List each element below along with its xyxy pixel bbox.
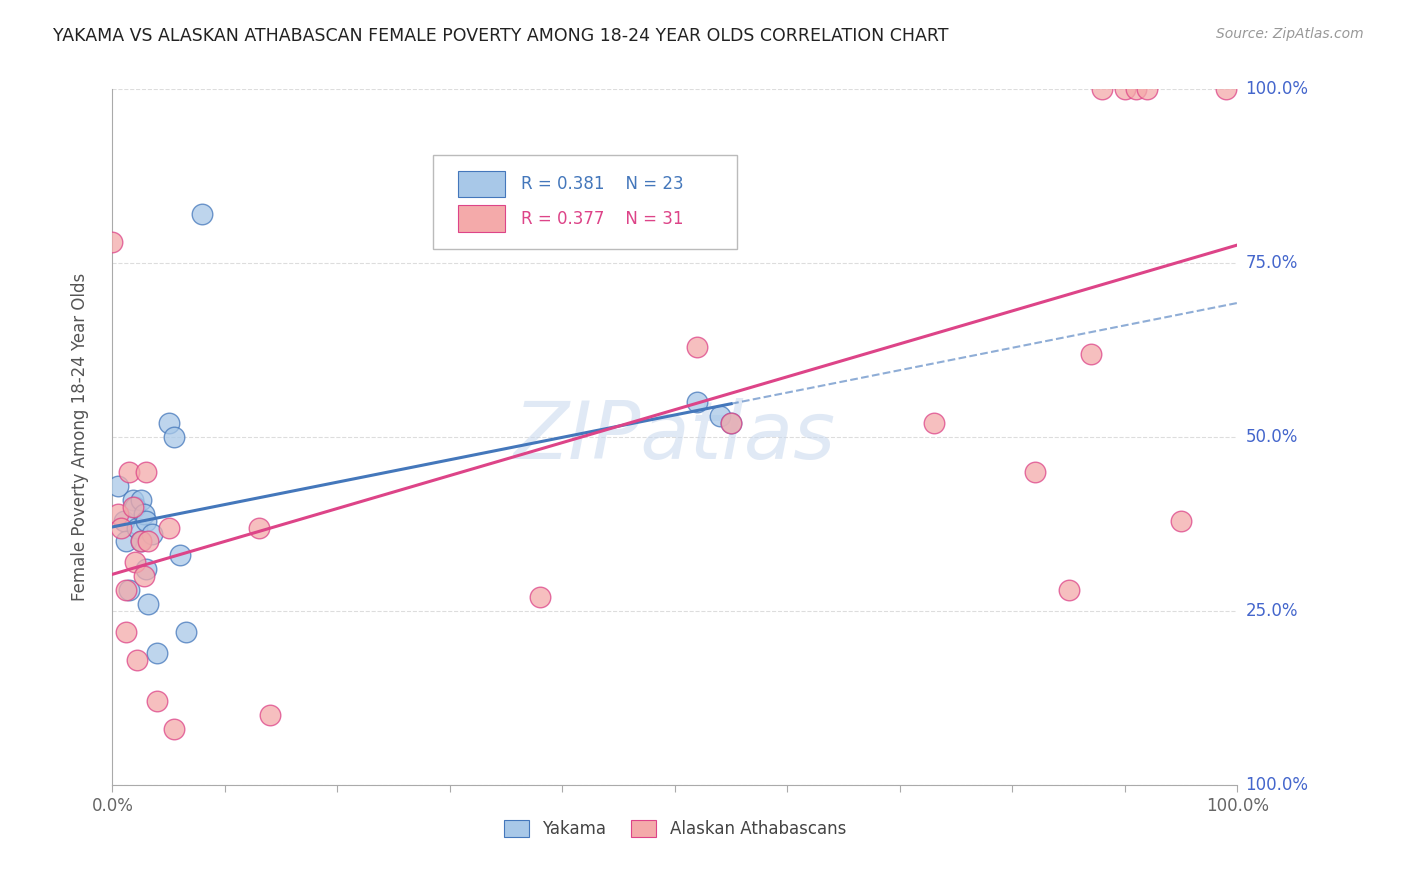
Point (163, 430, 186, 444)
Point (107, 479, 129, 493)
Point (107, 507, 129, 521)
Bar (458, 170, 505, 197)
Point (174, 624, 197, 639)
Point (115, 583, 138, 598)
Point (118, 465, 141, 479)
Point (141, 527, 163, 541)
Point (720, 416, 742, 430)
Text: 100.0%: 100.0% (1246, 776, 1309, 794)
Bar (458, 205, 505, 232)
Point (124, 500, 146, 514)
Text: ZIPatlas: ZIPatlas (513, 398, 837, 476)
Point (1091, 82, 1114, 96)
Point (709, 409, 731, 424)
Point (135, 514, 157, 528)
Text: 75.0%: 75.0% (1246, 254, 1298, 272)
Point (146, 694, 169, 708)
Point (127, 520, 149, 534)
Point (124, 555, 146, 569)
Point (247, 520, 270, 534)
Point (110, 520, 132, 534)
Point (1080, 346, 1102, 360)
Point (163, 723, 186, 737)
Point (1125, 82, 1147, 96)
Point (101, 235, 124, 250)
Point (138, 597, 160, 611)
Text: 50.0%: 50.0% (1246, 428, 1298, 446)
Point (922, 416, 945, 430)
Point (127, 653, 149, 667)
Point (146, 646, 169, 660)
Text: YAKAMA VS ALASKAN ATHABASCAN FEMALE POVERTY AMONG 18-24 YEAR OLDS CORRELATION CH: YAKAMA VS ALASKAN ATHABASCAN FEMALE POVE… (53, 27, 949, 45)
Point (129, 492, 152, 507)
Point (1057, 583, 1080, 598)
Point (115, 624, 138, 639)
Point (686, 340, 709, 354)
Text: Source: ZipAtlas.com: Source: ZipAtlas.com (1216, 27, 1364, 41)
Point (115, 534, 138, 549)
Point (169, 549, 191, 563)
Point (1024, 465, 1046, 479)
Point (121, 500, 143, 514)
Legend: Yakama, Alaskan Athabascans: Yakama, Alaskan Athabascans (495, 812, 855, 847)
Text: R = 0.377    N = 31: R = 0.377 N = 31 (520, 210, 683, 227)
Point (129, 534, 152, 549)
Point (135, 562, 157, 576)
Point (118, 583, 141, 598)
Point (259, 708, 281, 723)
Point (1114, 82, 1136, 96)
Text: R = 0.381    N = 23: R = 0.381 N = 23 (520, 175, 683, 193)
Point (720, 416, 742, 430)
Text: 100.0%: 100.0% (1246, 80, 1309, 98)
Point (121, 492, 143, 507)
Point (132, 569, 155, 583)
Point (112, 514, 135, 528)
Point (157, 416, 180, 430)
Y-axis label: Female Poverty Among 18-24 Year Olds: Female Poverty Among 18-24 Year Olds (70, 273, 89, 601)
Point (129, 534, 152, 549)
Point (1170, 514, 1192, 528)
Point (135, 465, 157, 479)
FancyBboxPatch shape (433, 155, 737, 249)
Point (191, 207, 214, 221)
Text: 25.0%: 25.0% (1246, 602, 1298, 620)
Point (529, 590, 551, 604)
Point (686, 395, 709, 409)
Point (132, 507, 155, 521)
Point (157, 520, 180, 534)
Point (138, 534, 160, 549)
Point (1136, 82, 1159, 96)
Point (1215, 82, 1237, 96)
